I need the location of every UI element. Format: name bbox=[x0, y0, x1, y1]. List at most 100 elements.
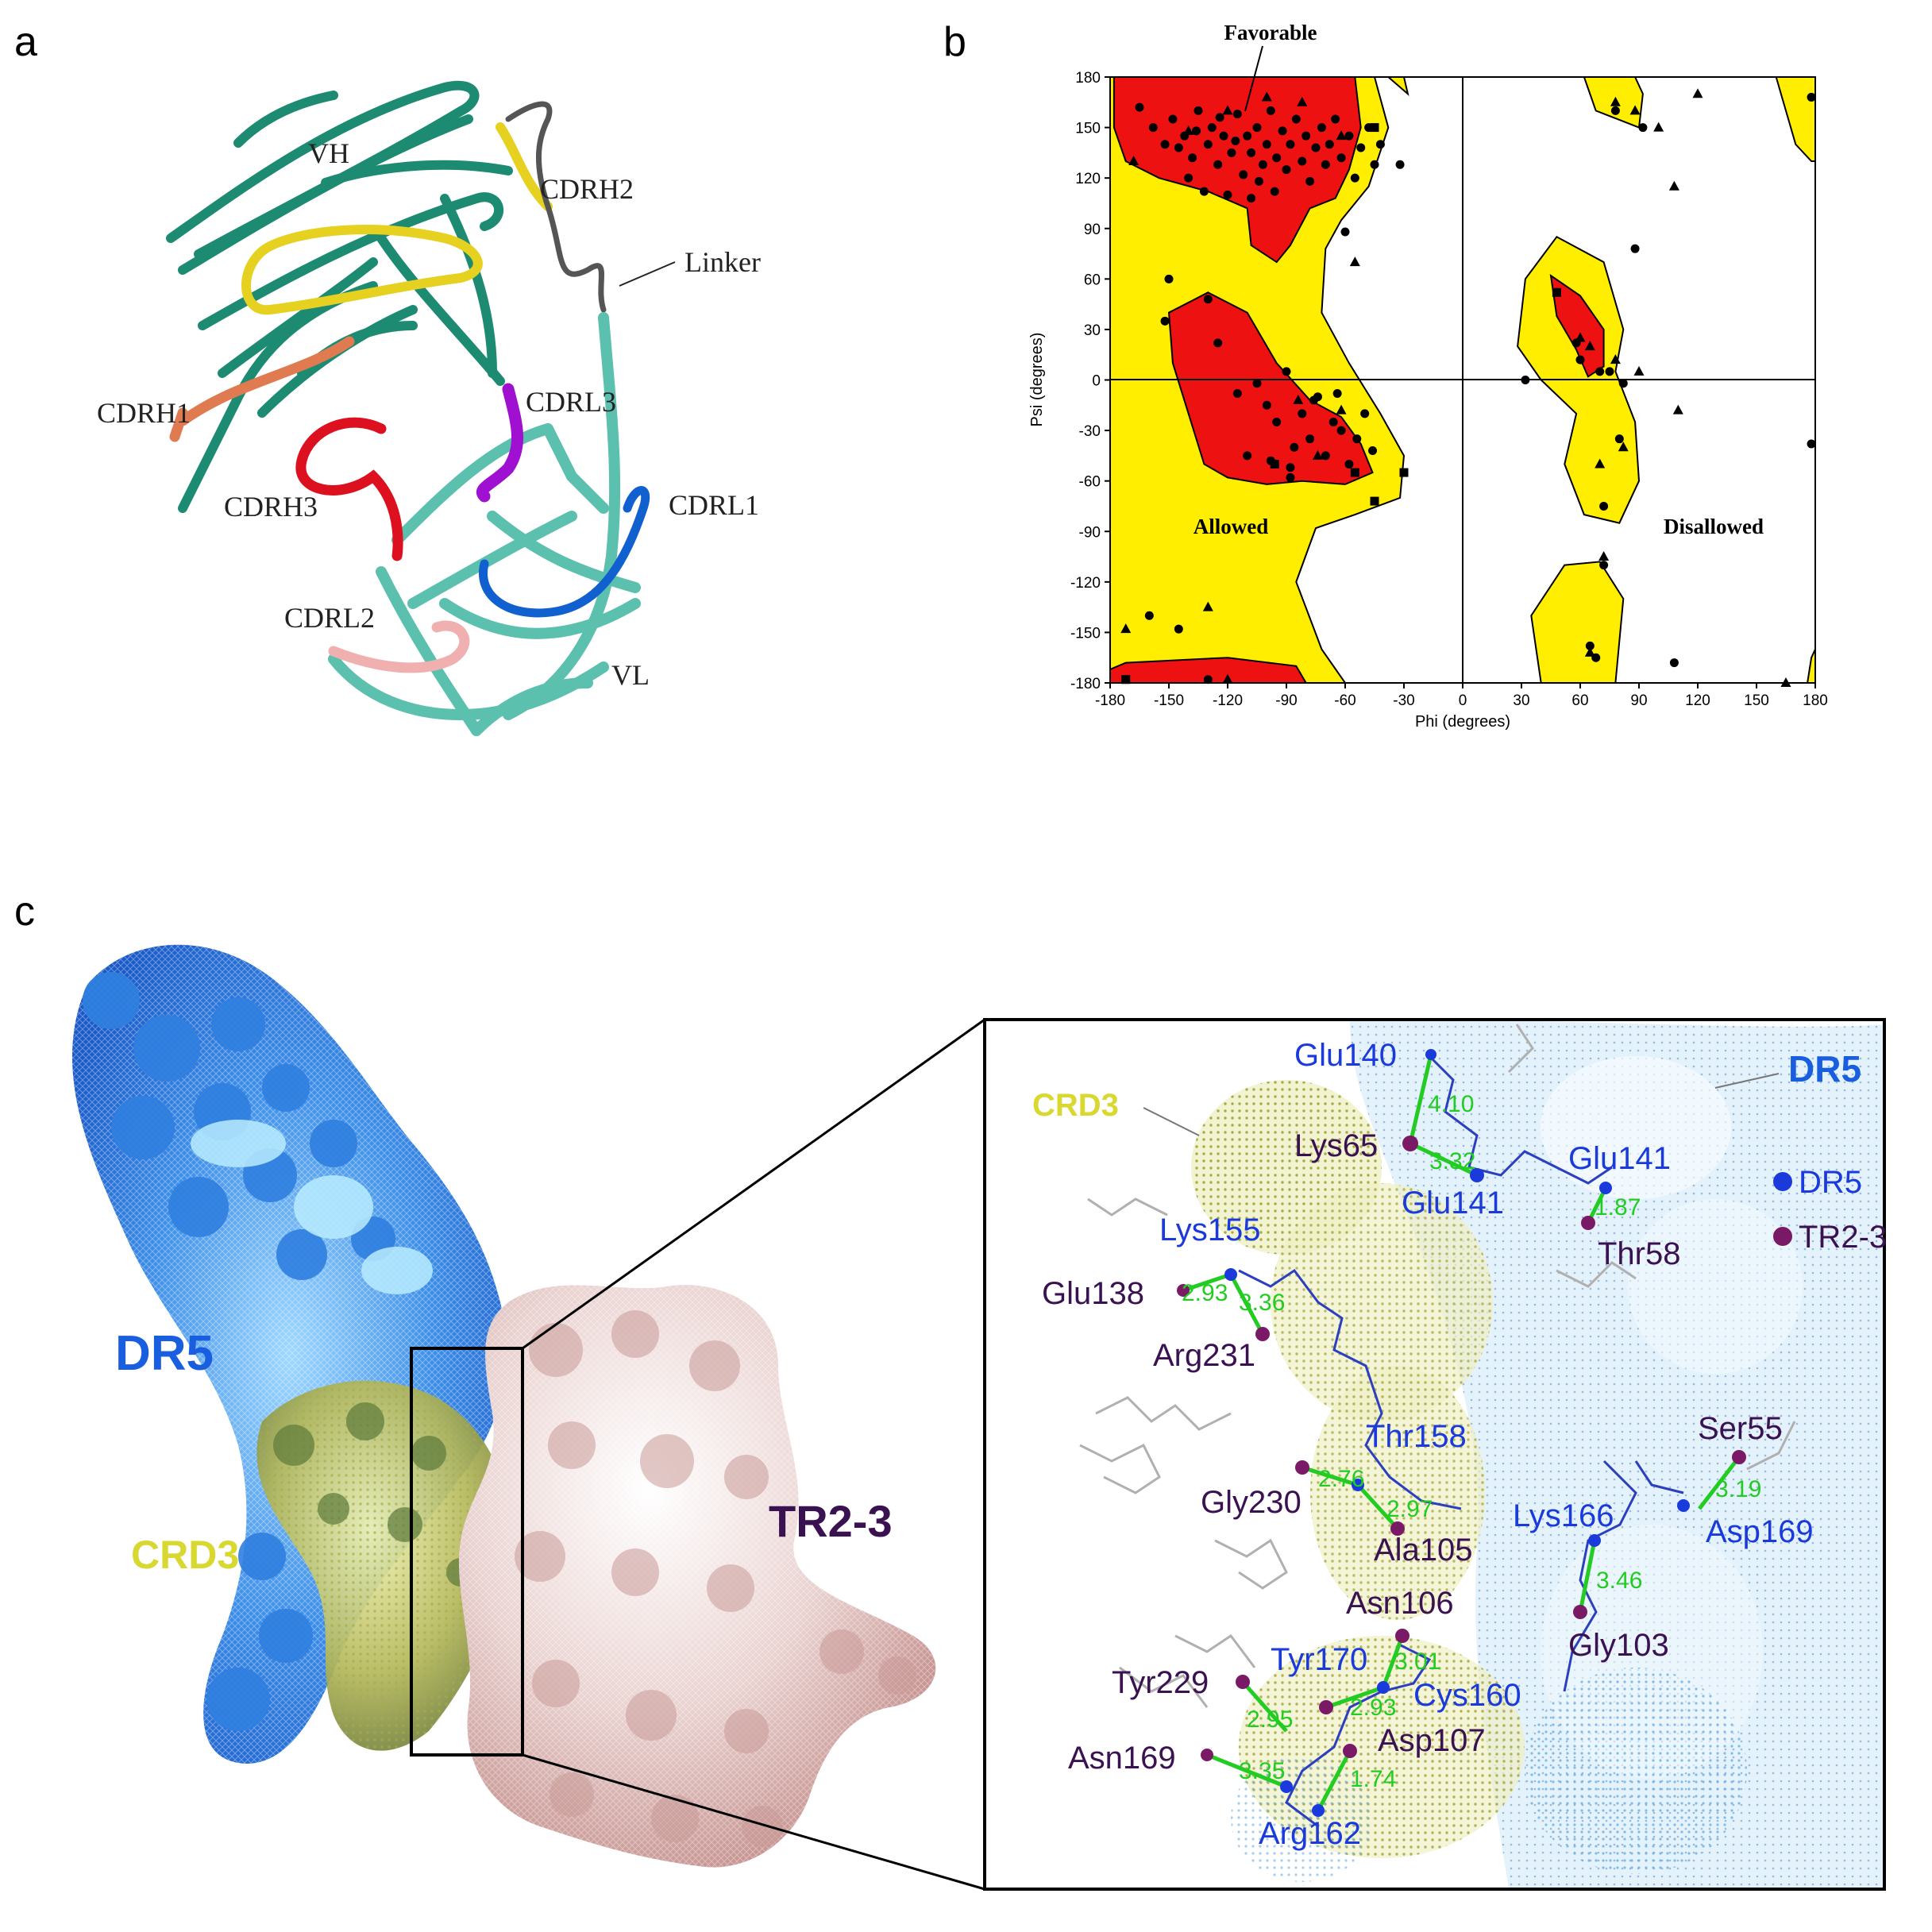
x-tick-label: 120 bbox=[1685, 692, 1710, 709]
x-tick-label: -30 bbox=[1393, 692, 1414, 709]
data-point-circle bbox=[1188, 153, 1197, 163]
data-point-triangle bbox=[1336, 130, 1347, 141]
label-crd3: CRD3 bbox=[131, 1533, 239, 1577]
data-point-circle bbox=[1336, 426, 1346, 435]
data-point-triangle bbox=[1629, 105, 1641, 115]
residue-label: Glu141 bbox=[1402, 1186, 1504, 1221]
data-point-circle bbox=[1160, 316, 1170, 326]
data-point-circle bbox=[1618, 379, 1628, 388]
data-point-triangle bbox=[1293, 394, 1304, 404]
data-point-circle bbox=[1160, 140, 1170, 149]
data-point-circle bbox=[1232, 388, 1242, 398]
data-point-circle bbox=[1174, 624, 1183, 634]
label-linker: Linker bbox=[684, 246, 761, 278]
y-tick-label: 120 bbox=[1075, 171, 1101, 187]
data-point-triangle bbox=[1584, 646, 1595, 657]
data-point-circle bbox=[1630, 244, 1640, 253]
legend-marker-tr2-3 bbox=[1773, 1227, 1792, 1246]
data-point-circle bbox=[1291, 114, 1301, 124]
region-label-favorable: Favorable bbox=[1224, 21, 1317, 44]
tr2-3-surface bbox=[458, 1285, 936, 1868]
cdrh3-loop bbox=[295, 417, 403, 561]
residue-label: Glu141 bbox=[1568, 1141, 1671, 1176]
y-tick-label: -90 bbox=[1079, 524, 1101, 541]
distance-label: 2.93 bbox=[1350, 1695, 1396, 1721]
linker-loop bbox=[505, 101, 607, 313]
inset-legend: DR5 TR2-3 bbox=[1773, 1165, 1887, 1255]
data-point-circle bbox=[1368, 446, 1378, 456]
data-point-circle bbox=[1203, 295, 1213, 304]
antibody-ribbon-structure: VH CDRH2 Linker CDRH1 CDRL3 CDRH3 CDRL1 … bbox=[97, 80, 761, 736]
residue-label: Cys160 bbox=[1413, 1678, 1521, 1713]
cdrl2-loop bbox=[328, 620, 470, 673]
data-point-square bbox=[1121, 675, 1131, 684]
data-point-circle bbox=[1144, 611, 1154, 620]
data-point-circle bbox=[1282, 367, 1291, 376]
data-point-triangle bbox=[1668, 180, 1679, 191]
data-point-triangle bbox=[1128, 155, 1140, 165]
data-point-circle bbox=[1199, 187, 1209, 196]
region-label-allowed: Allowed bbox=[1194, 515, 1269, 538]
cdrh2-loop bbox=[241, 122, 553, 315]
data-point-triangle bbox=[1120, 623, 1132, 634]
data-point-circle bbox=[1614, 434, 1624, 444]
residue-label: Glu138 bbox=[1042, 1276, 1144, 1311]
label-cdrh1: CDRH1 bbox=[97, 397, 191, 429]
x-tick-label: -180 bbox=[1095, 692, 1125, 709]
data-point-circle bbox=[1599, 561, 1609, 570]
legend-label-dr5: DR5 bbox=[1799, 1165, 1862, 1200]
label-dr5: DR5 bbox=[115, 1326, 214, 1381]
distance-label: 4.10 bbox=[1428, 1091, 1474, 1117]
data-point-circle bbox=[1311, 143, 1321, 152]
distance-labels: 4.10 3.32 1.87 2.93 3.36 2.76 2.97 3.19 … bbox=[1182, 1091, 1761, 1792]
data-point-circle bbox=[1301, 131, 1311, 141]
vl-domain-strands bbox=[328, 312, 641, 736]
data-point-square bbox=[1370, 123, 1379, 133]
data-point-triangle bbox=[1183, 125, 1194, 135]
label-vl: VL bbox=[611, 659, 650, 691]
dr5-residue-labels: Glu140 Glu141 Glu141 Lys155 Thr158 Lys16… bbox=[1159, 1038, 1814, 1851]
data-point-triangle bbox=[1595, 458, 1606, 469]
zoom-connector-top bbox=[522, 1018, 985, 1350]
y-tick-label: -150 bbox=[1070, 625, 1101, 642]
data-point-circle bbox=[1270, 187, 1279, 196]
data-point-triangle bbox=[1633, 365, 1645, 376]
data-point-circle bbox=[1278, 126, 1287, 136]
data-point-circle bbox=[1192, 126, 1201, 136]
crd3-surface bbox=[256, 1380, 510, 1751]
data-point-circle bbox=[1203, 675, 1213, 684]
tr2-3-residue-labels: Lys65 Thr58 Glu138 Arg231 Ser55 Gly230 A… bbox=[1042, 1128, 1783, 1776]
x-axis-label: Phi (degrees) bbox=[1415, 713, 1510, 731]
y-tick-label: 150 bbox=[1075, 121, 1101, 137]
data-point-circle bbox=[1135, 102, 1144, 112]
data-point-circle bbox=[1247, 148, 1256, 157]
data-point-triangle bbox=[1312, 449, 1323, 460]
x-tick-label: -120 bbox=[1213, 692, 1243, 709]
x-tick-label: 30 bbox=[1513, 692, 1529, 709]
distance-label: 2.95 bbox=[1247, 1706, 1293, 1733]
data-point-circle bbox=[1254, 176, 1263, 186]
data-point-circle bbox=[1336, 153, 1346, 163]
data-point-circle bbox=[1305, 434, 1315, 444]
data-point-circle bbox=[1305, 176, 1315, 186]
data-point-triangle bbox=[1297, 96, 1308, 106]
allowed-region bbox=[1530, 561, 1625, 683]
data-point-circle bbox=[1164, 274, 1174, 283]
data-point-circle bbox=[1215, 113, 1224, 122]
distance-label: 3.01 bbox=[1394, 1649, 1440, 1675]
data-point-circle bbox=[1262, 400, 1271, 410]
residue-label: Gly230 bbox=[1201, 1485, 1301, 1520]
y-axis-ticks: 180 150 120 90 60 30 0 -30 -60 -90 -120 -150 -180 bbox=[1070, 70, 1110, 692]
hydrogen-bond-lines bbox=[1182, 1054, 1741, 1812]
residue-label: Lys65 bbox=[1294, 1128, 1378, 1163]
data-point-triangle bbox=[1692, 88, 1703, 98]
data-point-circle bbox=[1669, 658, 1679, 668]
data-point-square bbox=[1399, 468, 1409, 477]
data-point-circle bbox=[1252, 123, 1262, 133]
data-point-circle bbox=[1317, 123, 1326, 133]
data-point-triangle bbox=[1598, 551, 1610, 561]
label-cdrl2: CDRL2 bbox=[284, 602, 375, 634]
y-tick-label: 60 bbox=[1084, 272, 1101, 288]
data-point-circle bbox=[1599, 501, 1609, 511]
cdrl1-loop bbox=[479, 486, 650, 618]
